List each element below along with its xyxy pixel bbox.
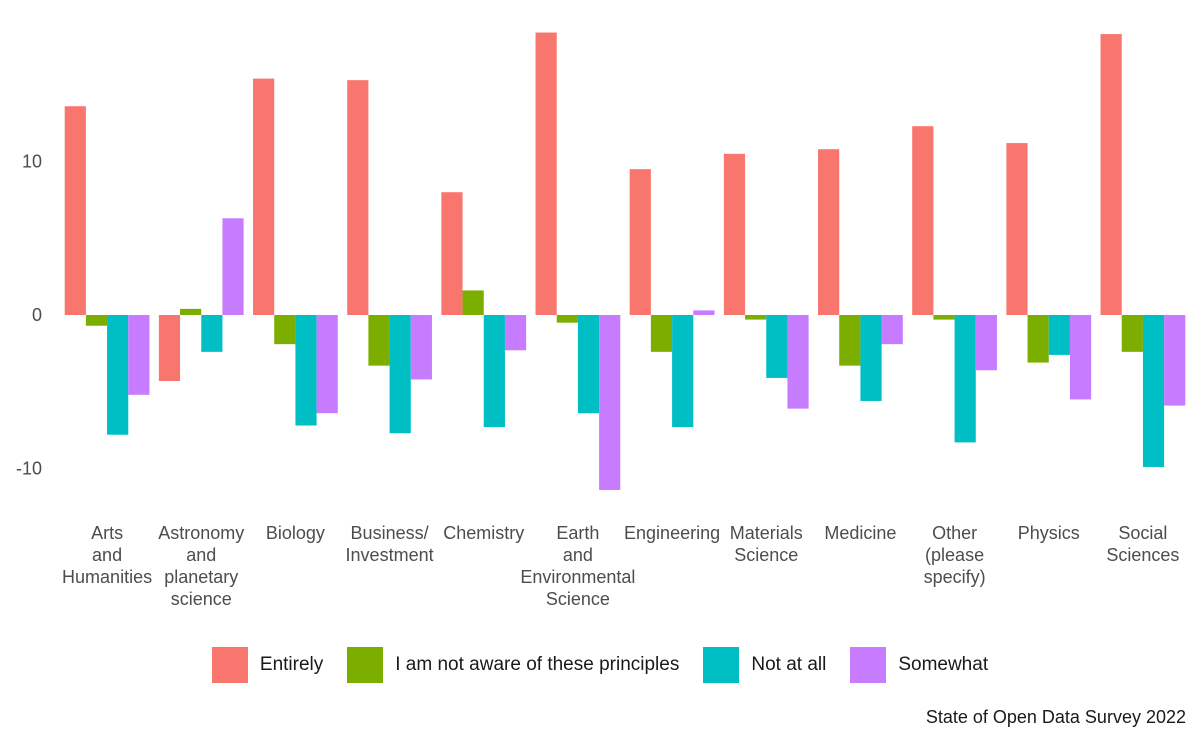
y-tick-label: 0: [32, 305, 42, 325]
bar: [975, 315, 997, 371]
bar: [368, 315, 390, 366]
y-tick-label: 10: [22, 152, 42, 172]
bar: [535, 32, 557, 316]
bar: [389, 315, 411, 434]
bar: [787, 315, 809, 409]
bar: [1142, 315, 1165, 467]
legend-swatch: [850, 647, 887, 683]
bar: [128, 315, 150, 395]
bar: [462, 290, 484, 315]
bar: [64, 106, 86, 316]
x-tick-label: Biology: [266, 523, 325, 543]
y-tick-label: -10: [16, 459, 42, 479]
bar: [818, 149, 840, 315]
bar: [295, 315, 317, 426]
bar: [650, 315, 673, 352]
legend-item: I am not aware of these principles: [347, 647, 679, 683]
legend-label: I am not aware of these principles: [395, 654, 680, 675]
bar: [745, 315, 767, 320]
bar: [672, 315, 694, 428]
x-tick-label: Materials Science: [730, 523, 803, 565]
legend-label: Somewhat: [898, 654, 989, 675]
bar: [912, 126, 934, 315]
bar: [1121, 315, 1143, 352]
bar: [441, 192, 463, 315]
legend: Entirely I am not aware of these principl…: [0, 645, 1200, 685]
legend-item: Entirely: [211, 647, 324, 683]
bar: [410, 315, 432, 380]
bar: [274, 315, 296, 345]
bar: [504, 315, 527, 351]
bar: [839, 315, 861, 366]
legend-swatch: [703, 647, 740, 683]
legend-item: Not at all: [703, 647, 826, 683]
bar: [158, 315, 181, 382]
chart-caption: State of Open Data Survey 2022: [925, 707, 1186, 727]
bar: [599, 315, 621, 490]
bar: [483, 315, 505, 428]
bar: [1048, 315, 1070, 355]
x-tick-label: Chemistry: [443, 523, 524, 543]
bar: [180, 308, 202, 315]
legend-label: Entirely: [259, 654, 324, 675]
bar: [629, 169, 651, 315]
x-tick-label: Physics: [1018, 523, 1080, 543]
bar: [881, 315, 903, 345]
bar: [201, 315, 223, 352]
x-tick-label: Astronomy and planetary science: [158, 523, 244, 609]
bar: [1164, 315, 1186, 406]
bar: [222, 218, 244, 315]
bar: [347, 80, 369, 316]
bar: [954, 315, 976, 443]
bar: [1100, 34, 1122, 315]
legend-swatch: [347, 647, 384, 683]
legend-label: Not at all: [751, 654, 827, 675]
x-tick-label: Engineering: [624, 523, 720, 543]
bar: [556, 315, 578, 323]
bar: [1069, 315, 1092, 400]
bar: [85, 315, 108, 326]
bar: [1027, 315, 1049, 363]
bar: [1006, 143, 1028, 315]
bar: [933, 315, 955, 320]
bar: [860, 315, 882, 401]
x-tick-label: Social Sciences: [1106, 523, 1179, 565]
legend-item: Somewhat: [850, 647, 988, 683]
x-tick-label: Arts and Humanities: [62, 523, 152, 587]
x-tick-label: Medicine: [824, 523, 896, 543]
legend-swatch: [211, 647, 248, 683]
bar: [107, 315, 129, 435]
x-tick-label: Earth and Environmental Science: [520, 523, 635, 609]
bar: [253, 78, 275, 315]
bar: [766, 315, 788, 378]
bar: [693, 310, 715, 315]
bar: [316, 315, 338, 414]
x-tick-label: Other (please specify): [924, 523, 986, 587]
bars-group: [64, 32, 1186, 490]
bar: [723, 153, 746, 315]
bar: [577, 315, 600, 414]
x-tick-label: Business/Investment: [346, 523, 434, 565]
y-axis: -10 0 10: [16, 152, 42, 479]
